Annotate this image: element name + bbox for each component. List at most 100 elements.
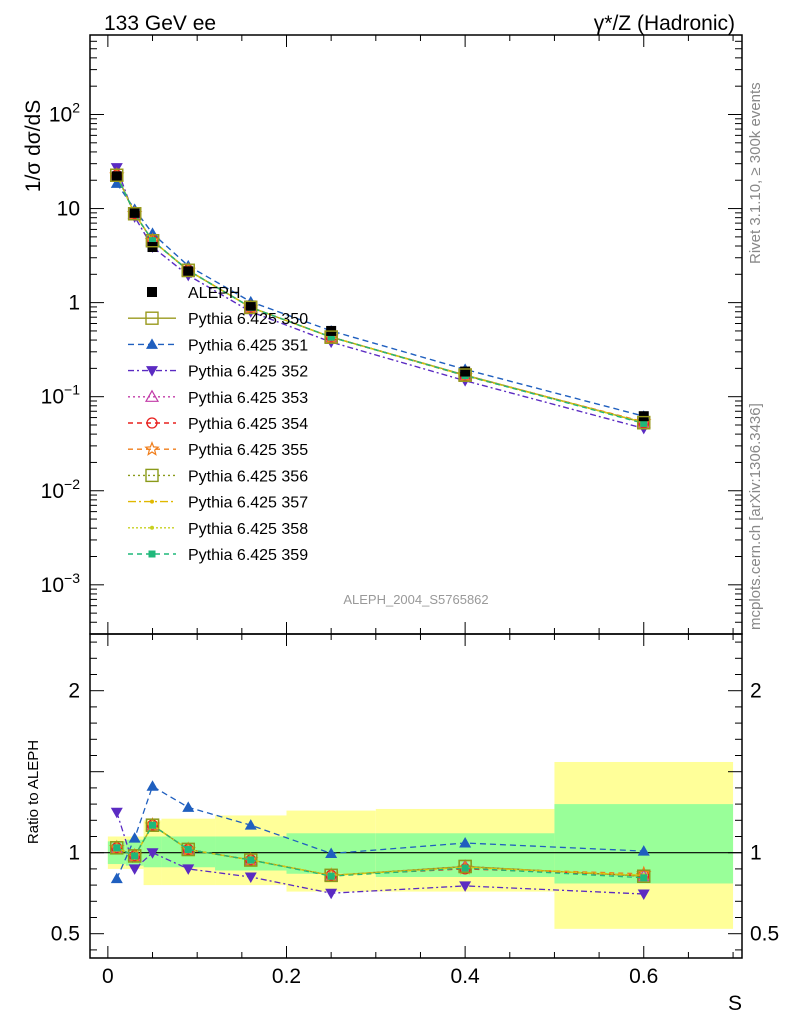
ratio-point-s6-3 bbox=[181, 842, 195, 857]
main-series-line-1 bbox=[116, 183, 644, 417]
legend-label-8: Pythia 6.425 358 bbox=[188, 521, 308, 538]
ratio-point-s1-4 bbox=[244, 819, 257, 830]
side-rivet-label: Rivet 3.1.10, ≥ 300k events bbox=[747, 82, 764, 264]
main-point-top-7 bbox=[637, 415, 651, 430]
ratio-point-s1-6 bbox=[459, 836, 472, 848]
ratio-point-s6-2 bbox=[145, 818, 160, 832]
main-y-tick-label: 10 bbox=[57, 198, 80, 221]
legend-label-7: Pythia 6.425 357 bbox=[188, 495, 308, 512]
main-point-s9-2 bbox=[149, 237, 157, 245]
legend-marker-8 bbox=[150, 525, 154, 530]
ratio-series-line-2 bbox=[116, 812, 644, 895]
ratio-y-tick-label-right: 2 bbox=[750, 680, 762, 703]
ratio-point-s1-7 bbox=[637, 845, 650, 856]
x-tick-label: 0.2 bbox=[272, 965, 301, 988]
ratio-y-tick-label-right: 1 bbox=[750, 842, 762, 865]
ratio-point-s2-3 bbox=[182, 864, 195, 875]
main-series-line-2 bbox=[116, 167, 644, 430]
legend-marker-7 bbox=[150, 499, 154, 504]
data-point-1 bbox=[129, 207, 140, 218]
ratio-y-tick-label-right: 0.5 bbox=[750, 923, 779, 946]
main-y-tick-label: 10−3 bbox=[41, 570, 81, 597]
legend-label-6: Pythia 6.425 356 bbox=[188, 468, 308, 485]
legend-marker-6 bbox=[145, 468, 159, 483]
ratio-y-tick-label: 2 bbox=[68, 680, 80, 703]
legend-marker-2 bbox=[146, 366, 158, 377]
main-point-s1-0 bbox=[110, 177, 123, 188]
header-left-title: 133 GeV ee bbox=[104, 12, 216, 35]
legend-marker-5 bbox=[144, 441, 160, 456]
legend-label-2: Pythia 6.425 352 bbox=[188, 364, 308, 381]
ratio-point-s2-4 bbox=[244, 872, 257, 883]
ratio-series-line-8 bbox=[116, 824, 644, 877]
ratio-point-s1-5 bbox=[325, 847, 338, 859]
main-y-tick-label: 10−1 bbox=[41, 382, 81, 409]
legend-label-data: ALEPH bbox=[188, 285, 240, 302]
main-point-s9-7 bbox=[640, 419, 648, 427]
x-tick-label: 0 bbox=[102, 965, 114, 988]
ratio-point-s9-7 bbox=[640, 874, 648, 882]
legend-label-4: Pythia 6.425 354 bbox=[188, 416, 308, 433]
ratio-point-s1-2 bbox=[146, 780, 159, 791]
ratio-plot-frame bbox=[89, 633, 743, 959]
main-point-top-2 bbox=[145, 234, 160, 248]
main-y-tick-label: 1 bbox=[68, 292, 80, 315]
header-right-title: γ*/Z (Hadronic) bbox=[594, 12, 735, 35]
x-tick-label: 0.4 bbox=[451, 965, 481, 988]
data-point-4 bbox=[245, 300, 256, 311]
legend-marker-data bbox=[147, 287, 157, 297]
legend-marker-1 bbox=[146, 338, 158, 349]
ratio-point-s6-1 bbox=[127, 849, 142, 863]
ratio-point-s1-3 bbox=[182, 801, 195, 812]
legend-label-5: Pythia 6.425 355 bbox=[188, 442, 308, 459]
ratio-y-tick-label: 1 bbox=[68, 842, 80, 865]
legend-marker-4 bbox=[146, 417, 158, 429]
main-point-top-4 bbox=[244, 300, 258, 315]
legend-marker-9 bbox=[148, 550, 156, 558]
main-point-top-3 bbox=[181, 263, 195, 278]
legend-label-9: Pythia 6.425 359 bbox=[188, 547, 308, 564]
main-series-line-7 bbox=[116, 174, 644, 424]
ratio-point-s9-6 bbox=[461, 864, 469, 872]
legend-marker-0 bbox=[145, 311, 159, 325]
main-point-top-1 bbox=[127, 207, 142, 221]
legend-label-0: Pythia 6.425 350 bbox=[188, 311, 308, 328]
main-point-top-0 bbox=[110, 168, 124, 182]
main-point-s9-5 bbox=[327, 333, 335, 341]
ratio-point-s9-3 bbox=[184, 845, 192, 853]
ratio-point-s2-0 bbox=[110, 807, 123, 819]
data-point-3 bbox=[183, 266, 194, 277]
ratio-point-s6-0 bbox=[110, 841, 124, 855]
ratio-series-line-9 bbox=[116, 824, 644, 879]
x-tick-label: 0.6 bbox=[629, 965, 658, 988]
main-point-top-6 bbox=[458, 368, 472, 382]
main-series-line-9 bbox=[116, 174, 644, 425]
ratio-point-s1-0 bbox=[110, 872, 123, 884]
ratio-point-s2-7 bbox=[637, 889, 650, 901]
main-y-axis-label: 1/σ dσ/dS bbox=[22, 100, 45, 192]
ratio-point-s9-4 bbox=[247, 856, 255, 864]
main-y-tick-label: 102 bbox=[49, 99, 80, 126]
ratio-point-s9-0 bbox=[113, 844, 121, 852]
ratio-point-s6-4 bbox=[244, 853, 258, 867]
ratio-point-s2-5 bbox=[325, 888, 338, 900]
data-point-0 bbox=[111, 171, 122, 182]
main-y-tick-label: 10−2 bbox=[41, 476, 81, 503]
ratio-point-s6-6 bbox=[458, 859, 472, 874]
ratio-point-s9-5 bbox=[327, 872, 335, 880]
ratio-point-s9-1 bbox=[131, 852, 139, 860]
ratio-y-axis-label: Ratio to ALEPH bbox=[25, 740, 42, 844]
ratio-point-s6-7 bbox=[637, 869, 651, 883]
ratio-point-s9-2 bbox=[149, 821, 157, 829]
legend-label-3: Pythia 6.425 353 bbox=[188, 390, 308, 407]
ratio-series-line-1 bbox=[116, 785, 644, 879]
x-axis-label: S bbox=[728, 992, 742, 1015]
side-mcplots-label: mcplots.cern.ch [arXiv:1306.3436] bbox=[747, 403, 764, 630]
band-green-7 bbox=[554, 804, 734, 884]
ratio-point-s2-6 bbox=[459, 881, 472, 892]
main-plot-frame bbox=[89, 34, 743, 635]
ratio-point-s1-1 bbox=[128, 832, 141, 843]
legend-label-1: Pythia 6.425 351 bbox=[188, 337, 308, 354]
ratio-point-s2-2 bbox=[146, 848, 159, 859]
